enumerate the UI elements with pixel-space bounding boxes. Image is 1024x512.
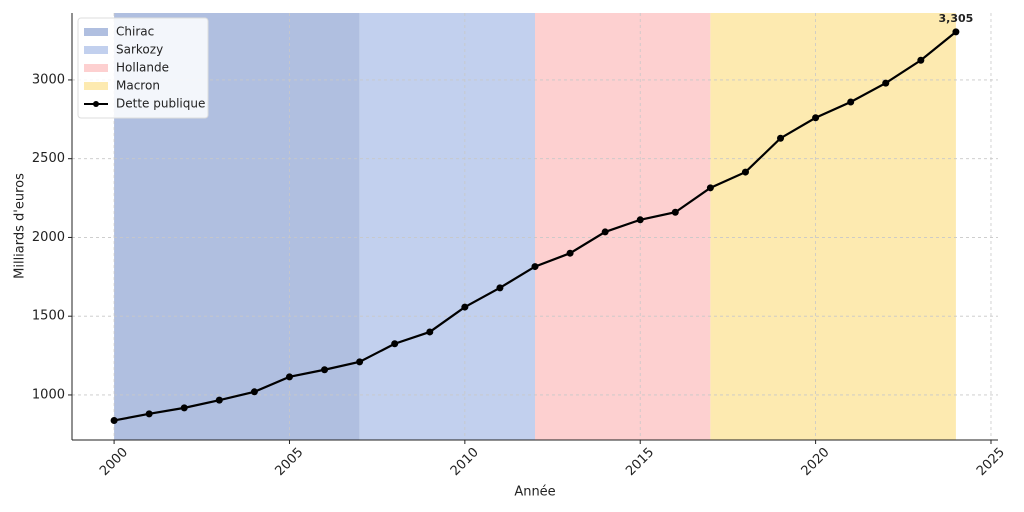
x-tick-label: 2015: [623, 445, 657, 479]
y-axis-label: Milliards d'euros: [13, 173, 28, 279]
data-point: [812, 114, 820, 122]
legend-label: Chirac: [116, 25, 154, 39]
legend-swatch: [84, 82, 108, 90]
term-span: [359, 13, 535, 440]
data-point: [741, 168, 749, 176]
data-point: [882, 79, 890, 87]
y-tick-label: 1500: [32, 309, 65, 324]
legend-swatch: [84, 46, 108, 54]
data-point: [847, 98, 855, 106]
y-tick-label: 2000: [32, 230, 65, 245]
term-span: [710, 13, 956, 440]
data-point: [461, 303, 469, 311]
data-point: [215, 396, 223, 404]
data-point: [321, 366, 329, 374]
data-point: [285, 373, 293, 381]
legend-label: Macron: [116, 79, 160, 93]
data-point: [917, 56, 925, 64]
legend-label: Sarkozy: [116, 43, 163, 57]
data-point: [356, 358, 364, 366]
y-tick-label: 2500: [32, 151, 65, 166]
data-point: [566, 249, 574, 257]
data-point: [250, 388, 258, 396]
data-point: [777, 134, 785, 142]
data-point: [426, 328, 434, 336]
legend-swatch: [84, 28, 108, 36]
data-point: [601, 228, 609, 236]
data-point: [671, 208, 679, 216]
legend-label: Hollande: [116, 61, 169, 75]
legend-label: Dette publique: [116, 97, 205, 111]
x-tick-label: 2000: [97, 445, 131, 479]
data-point: [145, 410, 153, 418]
y-tick-label: 3000: [32, 72, 65, 87]
data-point: [496, 284, 504, 292]
data-point: [636, 216, 644, 224]
data-point: [706, 184, 714, 192]
data-point: [180, 404, 188, 412]
legend-marker: [93, 101, 99, 107]
y-tick-label: 1000: [32, 387, 65, 402]
x-tick-label: 2025: [974, 445, 1008, 479]
x-tick-label: 2010: [448, 445, 482, 479]
data-point: [391, 340, 399, 348]
x-axis-label: Année: [514, 485, 555, 500]
legend-swatch: [84, 64, 108, 72]
data-point: [952, 28, 960, 36]
data-label: 3,305: [939, 12, 974, 25]
legend-box: [77, 17, 209, 119]
x-tick-label: 2020: [799, 445, 833, 479]
data-point: [531, 263, 539, 271]
x-tick-label: 2005: [272, 445, 306, 479]
data-point: [110, 416, 118, 424]
